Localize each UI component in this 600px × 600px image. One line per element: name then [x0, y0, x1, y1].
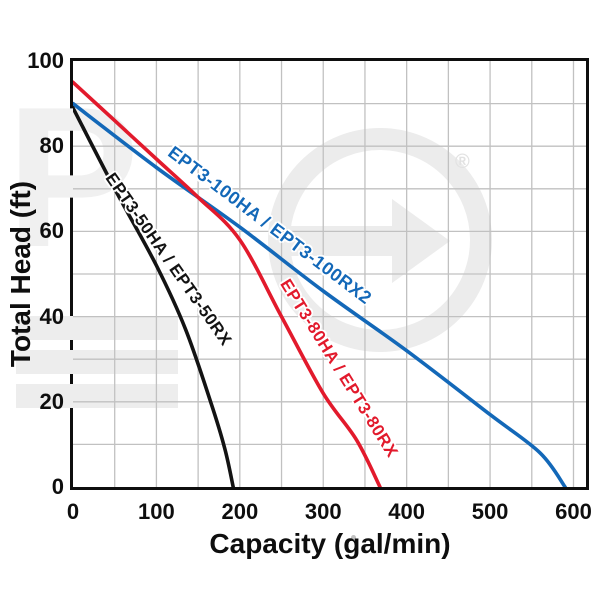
y-tick-label-40: 40 [39, 303, 64, 329]
x-tick-label-0: 0 [66, 499, 80, 524]
x-tick-label-300: 300 [304, 499, 342, 524]
x-axis-title: Capacity (gal/min) [209, 528, 451, 559]
watermark-arrow-icon [392, 199, 450, 283]
y-tick-label-20: 20 [39, 388, 64, 414]
curve-ept3-100ha [73, 101, 567, 487]
y-tick-label-0: 0 [51, 474, 64, 499]
y-tick-label-100: 100 [27, 48, 64, 73]
watermark-stripe [16, 384, 178, 408]
y-tick-label-60: 60 [39, 218, 64, 244]
plot-area [70, 58, 589, 540]
curve-ept3-50ha [73, 106, 235, 487]
watermark-stripe [16, 350, 178, 374]
plot-svg [73, 61, 586, 487]
x-tick-label-200: 200 [221, 499, 259, 524]
y-tick-label-80: 80 [39, 133, 64, 159]
x-tick-label-100: 100 [138, 499, 175, 524]
x-tick-label-500: 500 [471, 499, 509, 524]
watermark-stripe [16, 316, 178, 340]
curve-ept3-80ha [73, 80, 382, 487]
y-axis-title: Total Head (ft) [5, 180, 36, 368]
x-tick-label-600: 600 [555, 499, 592, 524]
watermark-dot [351, 535, 356, 540]
x-tick-label-400: 400 [388, 499, 426, 524]
watermark-registered-icon: ® [455, 151, 470, 173]
